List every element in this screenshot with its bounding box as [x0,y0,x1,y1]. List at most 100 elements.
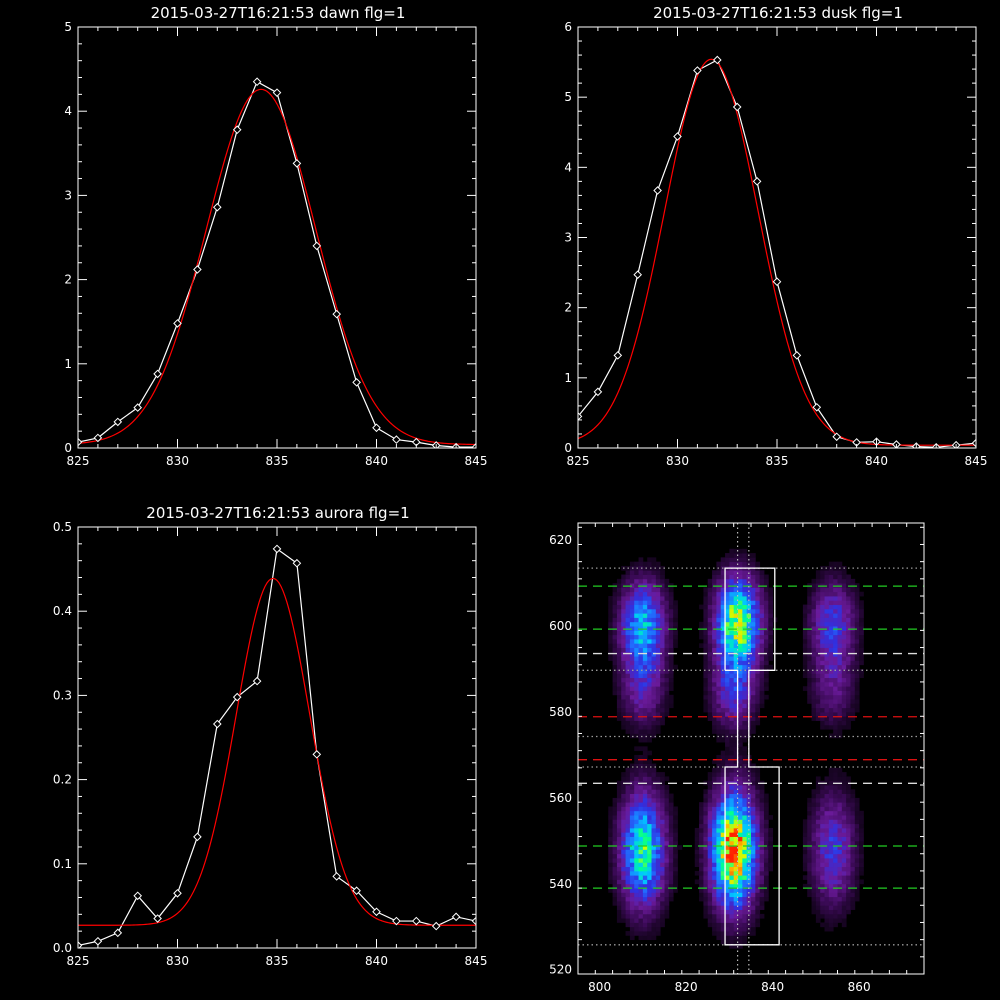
heatmap-cell [621,630,626,636]
heatmap-cell [612,896,618,902]
heatmap-cell [815,643,821,648]
heatmap-cell [707,707,713,713]
heatmap-cell [720,836,726,842]
heatmap-cell [837,892,843,898]
aurora-fit-curve [78,577,476,926]
heatmap-cell [668,892,674,898]
heatmap-cell [807,656,812,661]
heatmap-cell [738,845,743,850]
heatmap-cell [759,591,765,597]
heatmap-cell [738,819,743,825]
heatmap-cell [837,853,843,859]
heatmap-cell [763,656,769,661]
heatmap-cell [642,578,648,584]
heatmap-cell [642,574,648,580]
heatmap-cell [694,853,700,859]
heatmap-cell [720,888,726,893]
heatmap-cell [720,875,726,880]
heatmap-cell [712,913,717,919]
heatmap-cell [733,578,739,584]
heatmap-cell [660,699,665,704]
heatmap-cell [660,638,665,644]
heatmap-cell [815,600,821,606]
heatmap-cell [738,651,743,657]
heatmap-cell [828,643,834,648]
heatmap-cell [850,583,856,588]
heatmap-cell [755,819,761,825]
heatmap-cell [738,888,743,893]
heatmap-cell [716,802,722,807]
heatmap-cell [716,853,722,859]
heatmap-cell [746,789,752,794]
heatmap-cell [841,677,847,683]
heatmap-cell [733,707,739,713]
heatmap-cell [751,806,756,812]
heatmap-cell [763,806,769,812]
heatmap-cell [850,587,856,593]
heatmap-cell [716,591,722,597]
heatmap-cell [837,909,843,915]
heatmap-cell [634,664,639,670]
heatmap-cell [746,810,752,816]
heatmap-cell [833,587,838,593]
heatmap-cell [634,810,639,816]
heatmap-cell [733,892,739,898]
heatmap-cell [638,660,644,666]
heatmap-cell [655,892,661,898]
heatmap-cell [837,608,843,614]
heatmap-cell [725,673,730,679]
heatmap-cell [729,806,735,812]
heatmap-cell [625,810,631,816]
heatmap-cell [763,866,769,872]
aurora-data-point [212,719,222,729]
heatmap-cell [664,669,670,674]
dawn-xtick-label: 825 [67,454,90,468]
heatmap-cell [755,785,761,790]
heatmap-cell [759,656,765,661]
heatmap-cell [815,677,821,683]
heatmap-cell [828,686,834,691]
heatmap-cell [837,690,843,696]
heatmap-cell [828,815,834,820]
heatmap-cell [824,810,830,816]
heatmap-cell [738,797,743,803]
heatmap-cell [815,900,821,906]
heatmap-cell [712,793,717,799]
heatmap-cell [634,892,639,898]
heatmap-cell [759,686,765,691]
heatmap-cell [703,789,709,794]
heatmap-cell [841,591,847,597]
heatmap-cell [707,836,713,842]
heatmap-cell [820,866,825,872]
heatmap-cell [738,647,743,653]
heatmap-cell [729,815,735,820]
heatmap-cell [837,694,843,700]
heatmap-cell [625,570,631,575]
heatmap-cell [833,810,838,816]
heatmap-cell [616,608,622,614]
heatmap-cell [668,677,674,683]
heatmap-cell [824,604,830,610]
heatmap-cell [655,922,661,928]
heatmap-cell [751,621,756,627]
heatmap-cell [725,879,730,885]
heatmap-cell [651,600,657,606]
heatmap-cell [707,875,713,880]
heatmap-cell [634,699,639,704]
heatmap-cell [807,875,812,880]
aurora-data-point [372,907,381,917]
heatmap-cell [763,621,769,627]
heatmap-cell [638,570,644,575]
heatmap-cell [616,879,622,885]
heatmap-cell [621,647,626,653]
heatmap-cell [716,759,722,764]
heatmap-cell [651,875,657,880]
heatmap-cell [608,621,613,627]
heatmap-cell [828,621,834,627]
heatmap-cell [716,909,722,915]
heatmap-cell [811,578,817,584]
heatmap-cell [763,823,769,829]
heatmap-cell [815,905,821,910]
heatmap-cell [738,780,743,786]
heatmap-cell [824,703,830,709]
